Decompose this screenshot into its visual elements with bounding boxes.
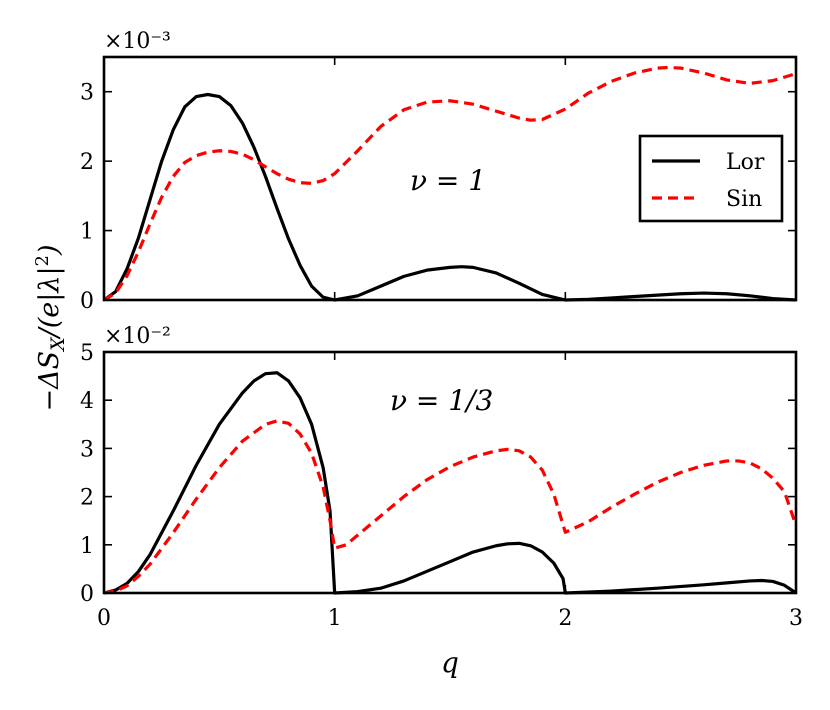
legend-box (638, 134, 784, 223)
bottom-series-group (103, 371, 798, 595)
top-annotation: ν = 1 (410, 164, 486, 197)
bottom-annotation: ν = 1/3 (390, 384, 493, 417)
top-ytick-label: 3 (80, 81, 94, 106)
bottom-ytick-label: 4 (80, 389, 94, 414)
top-series-lor-line (103, 92, 797, 302)
top-plot-frame (102, 55, 798, 302)
bottom-ytick-label: 3 (80, 437, 94, 462)
top-ytick-label: 1 (80, 220, 94, 245)
bottom-plot-frame (102, 350, 798, 595)
top-panel: 0 1 2 3 ×10⁻³ ν = 1 Lor Sin (80, 29, 798, 314)
top-series-sin-line (103, 65, 797, 302)
bottom-xtick-label: 0 (97, 606, 111, 631)
bottom-series-sin-line (103, 419, 798, 595)
legend: Lor Sin (638, 134, 784, 223)
x-axis-label: q (441, 646, 459, 679)
bottom-xtick-label: 1 (328, 606, 342, 631)
bottom-ytick-label: 1 (80, 534, 94, 559)
bottom-scale-label: ×10⁻² (104, 324, 171, 349)
bottom-ytick-label: 5 (80, 341, 94, 366)
legend-sin-label: Sin (726, 187, 762, 212)
bottom-xtick-label: 3 (789, 606, 803, 631)
top-series-group (103, 65, 797, 302)
bottom-xtick-label: 2 (558, 606, 572, 631)
legend-lor-label: Lor (726, 150, 765, 175)
top-ytick-label: 0 (80, 289, 94, 314)
shared-y-axis-label: −ΔSX/(e|λ|2) (32, 244, 69, 411)
top-scale-label: ×10⁻³ (104, 29, 171, 54)
bottom-ytick-label: 0 (80, 582, 94, 607)
bottom-panel: 0 1 2 3 4 5 0 1 2 3 ×10⁻² ν = 1/3 q (80, 324, 803, 679)
bottom-ticks-group: 0 1 2 3 4 5 0 1 2 3 (80, 341, 803, 631)
bottom-ytick-label: 2 (80, 486, 94, 511)
top-ytick-label: 2 (80, 150, 94, 175)
bottom-series-lor-line (103, 371, 797, 595)
